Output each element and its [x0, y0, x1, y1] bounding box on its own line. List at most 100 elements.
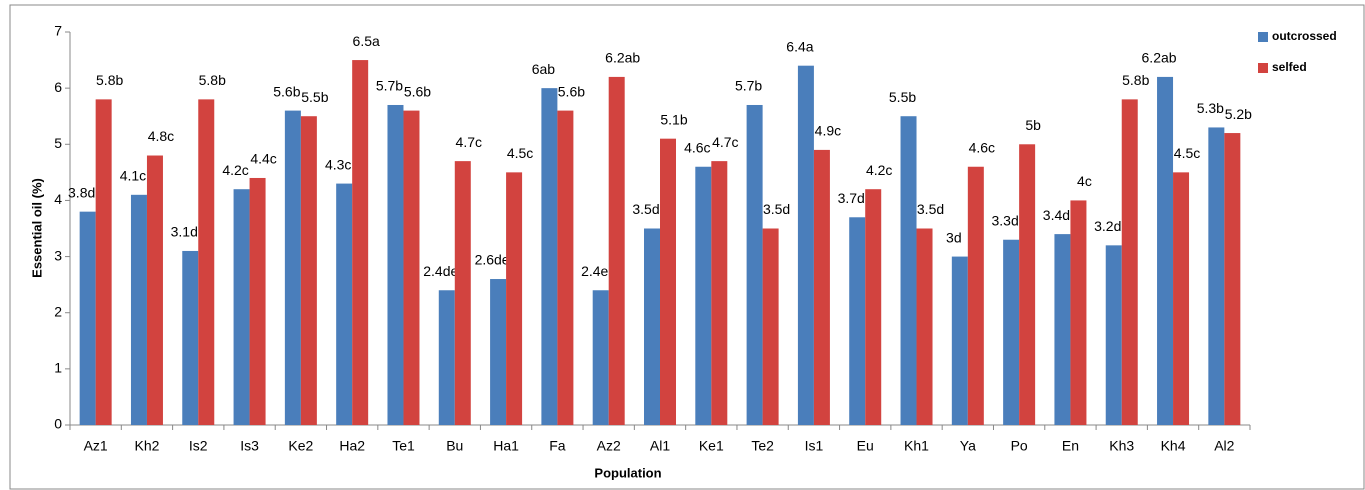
bar: [644, 228, 660, 425]
value-label: 3d: [946, 229, 962, 245]
bar: [233, 189, 250, 425]
value-label: 5b: [1025, 117, 1041, 133]
x-tick-label: Ha1: [493, 438, 519, 454]
y-axis-title: Essential oil (%): [29, 178, 44, 278]
value-label: 5.6b: [404, 83, 431, 99]
value-label: 4.7c: [456, 134, 482, 150]
value-label: 5.5b: [889, 89, 916, 105]
x-tick-label: Kh2: [134, 438, 159, 454]
bar: [608, 76, 625, 426]
value-label: 3.5d: [917, 201, 944, 217]
x-tick-label: Te1: [392, 438, 415, 454]
bar: [1070, 200, 1087, 425]
bar: [336, 183, 353, 425]
bar: [95, 99, 112, 425]
value-label: 2.4de: [423, 263, 458, 279]
value-label: 6.2ab: [1142, 50, 1177, 66]
bar: [506, 172, 523, 425]
y-tick-label: 6: [54, 79, 62, 95]
x-tick-label: Ke2: [288, 438, 313, 454]
value-label: 4.5c: [507, 145, 533, 161]
x-tick-label: Kh1: [904, 438, 929, 454]
bar: [454, 161, 471, 425]
bar: [130, 194, 147, 425]
bar: [490, 279, 507, 425]
bar: [900, 116, 917, 425]
legend-swatch: [1258, 63, 1268, 73]
bar: [695, 166, 712, 425]
bar: [916, 228, 933, 425]
x-tick-label: Eu: [857, 438, 874, 454]
x-tick-label: Te2: [751, 438, 774, 454]
bar: [1019, 144, 1036, 426]
bar: [592, 290, 609, 425]
bar: [951, 256, 968, 425]
value-label: 4.3c: [325, 156, 351, 172]
y-tick-label: 1: [54, 360, 62, 376]
value-label: 5.6b: [273, 83, 300, 99]
legend-text: selfed: [1272, 60, 1307, 74]
value-label: 4.8c: [148, 128, 174, 144]
value-label: 4.2c: [866, 162, 892, 178]
bar: [300, 116, 317, 425]
value-label: 5.7b: [376, 78, 403, 94]
bar: [1003, 239, 1020, 425]
bar: [182, 250, 199, 425]
y-tick-label: 3: [54, 247, 62, 263]
bar: [797, 65, 814, 425]
bar: [387, 104, 404, 425]
value-label: 3.8d: [68, 184, 95, 200]
x-tick-label: Fa: [549, 438, 566, 454]
bar: [198, 99, 215, 425]
y-tick-label: 0: [54, 416, 62, 432]
bar: [403, 110, 420, 425]
value-label: 4.6c: [684, 139, 710, 155]
x-tick-label: Al1: [650, 438, 670, 454]
legend-text: outcrossed: [1272, 29, 1337, 43]
x-axis-title: Population: [594, 465, 661, 480]
bar: [1157, 76, 1174, 426]
x-tick-label: Kh4: [1161, 438, 1186, 454]
value-label: 6.5a: [353, 33, 380, 49]
value-label: 5.7b: [735, 78, 762, 94]
bar: [146, 155, 163, 425]
value-label: 2.4e: [581, 263, 608, 279]
value-label: 3.7d: [838, 190, 865, 206]
bar: [660, 138, 676, 425]
value-label: 3.2d: [1094, 218, 1121, 234]
bar: [249, 177, 266, 425]
x-tick-label: Az1: [84, 438, 108, 454]
value-label: 4c: [1077, 173, 1092, 189]
value-label: 5.8b: [1122, 72, 1149, 88]
value-label: 5.5b: [301, 89, 328, 105]
bar: [1105, 245, 1122, 425]
x-tick-label: Kh3: [1109, 438, 1134, 454]
value-label: 5.6b: [558, 83, 585, 99]
value-label: 2.6de: [475, 252, 510, 268]
value-label: 4.4c: [250, 151, 276, 167]
value-label: 5.3b: [1197, 100, 1224, 116]
x-tick-label: Ya: [960, 438, 976, 454]
bar: [1173, 172, 1190, 425]
y-tick-label: 2: [54, 303, 62, 319]
x-tick-label: Az2: [597, 438, 621, 454]
bar: [1208, 127, 1225, 425]
x-tick-label: Al2: [1214, 438, 1234, 454]
x-tick-label: Is2: [189, 438, 208, 454]
value-label: 6.2ab: [605, 50, 640, 66]
value-label: 6.4a: [786, 38, 813, 54]
x-tick-label: Is1: [805, 438, 824, 454]
value-label: 5.2b: [1225, 106, 1252, 122]
value-label: 5.1b: [660, 111, 687, 127]
bar: [967, 166, 984, 425]
bar: [284, 110, 301, 425]
y-tick-label: 4: [54, 191, 62, 207]
bar: [849, 217, 866, 425]
bar: [79, 211, 96, 425]
value-label: 3.4d: [1043, 207, 1070, 223]
value-label: 4.7c: [712, 134, 738, 150]
bar: [438, 290, 455, 425]
value-label: 5.8b: [199, 72, 226, 88]
value-label: 4.2c: [222, 162, 248, 178]
